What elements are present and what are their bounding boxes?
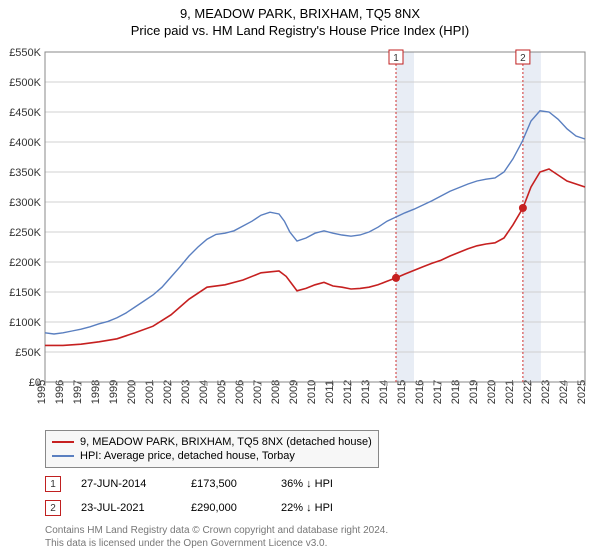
svg-text:2016: 2016: [414, 380, 426, 404]
legend-label-property: 9, MEADOW PARK, BRIXHAM, TQ5 8NX (detach…: [80, 436, 372, 448]
legend-swatch-property: [52, 441, 74, 443]
svg-text:1998: 1998: [90, 380, 102, 404]
svg-text:2014: 2014: [378, 380, 390, 404]
sale-row-1: 1 27-JUN-2014 £173,500 36% ↓ HPI: [45, 476, 585, 492]
sale-price-2: £290,000: [191, 502, 261, 514]
svg-text:£450K: £450K: [9, 107, 41, 119]
svg-text:£200K: £200K: [9, 257, 41, 269]
svg-text:2007: 2007: [252, 380, 264, 404]
svg-text:2003: 2003: [180, 380, 192, 404]
chart-subtitle: Price paid vs. HM Land Registry's House …: [0, 21, 600, 38]
sale-pct-1: 36% ↓ HPI: [281, 478, 371, 490]
chart-title: 9, MEADOW PARK, BRIXHAM, TQ5 8NX: [0, 0, 600, 21]
legend-row-property: 9, MEADOW PARK, BRIXHAM, TQ5 8NX (detach…: [52, 435, 372, 449]
svg-text:1: 1: [393, 53, 399, 64]
svg-text:2005: 2005: [216, 380, 228, 404]
svg-text:2006: 2006: [234, 380, 246, 404]
svg-text:2012: 2012: [342, 380, 354, 404]
svg-text:£150K: £150K: [9, 287, 41, 299]
svg-text:£250K: £250K: [9, 227, 41, 239]
svg-text:£550K: £550K: [9, 47, 41, 59]
svg-text:2025: 2025: [576, 380, 588, 404]
svg-text:2020: 2020: [486, 380, 498, 404]
svg-text:1997: 1997: [72, 380, 84, 404]
footnote-line-2: This data is licensed under the Open Gov…: [45, 537, 585, 550]
sale-pct-2: 22% ↓ HPI: [281, 502, 371, 514]
svg-text:£400K: £400K: [9, 137, 41, 149]
svg-text:£50K: £50K: [15, 347, 41, 359]
svg-text:2001: 2001: [144, 380, 156, 404]
sale-date-2: 23-JUL-2021: [81, 502, 171, 514]
svg-text:2024: 2024: [558, 380, 570, 404]
sale-marker-1: 1: [45, 476, 61, 492]
sale-row-2: 2 23-JUL-2021 £290,000 22% ↓ HPI: [45, 500, 585, 516]
svg-text:£350K: £350K: [9, 167, 41, 179]
svg-text:1999: 1999: [108, 380, 120, 404]
svg-text:2009: 2009: [288, 380, 300, 404]
legend-row-hpi: HPI: Average price, detached house, Torb…: [52, 449, 372, 463]
svg-text:£300K: £300K: [9, 197, 41, 209]
svg-text:2023: 2023: [540, 380, 552, 404]
svg-text:2019: 2019: [468, 380, 480, 404]
footnote-line-1: Contains HM Land Registry data © Crown c…: [45, 524, 585, 537]
svg-text:2017: 2017: [432, 380, 444, 404]
svg-text:2011: 2011: [324, 380, 336, 404]
svg-text:1995: 1995: [36, 380, 48, 404]
svg-text:2000: 2000: [126, 380, 138, 404]
chart-svg: £0£50K£100K£150K£200K£250K£300K£350K£400…: [0, 44, 600, 424]
svg-text:2021: 2021: [504, 380, 516, 404]
svg-text:2004: 2004: [198, 380, 210, 404]
legend-box: 9, MEADOW PARK, BRIXHAM, TQ5 8NX (detach…: [45, 430, 379, 468]
sale-date-1: 27-JUN-2014: [81, 478, 171, 490]
svg-text:2010: 2010: [306, 380, 318, 404]
svg-text:2013: 2013: [360, 380, 372, 404]
svg-text:2015: 2015: [396, 380, 408, 404]
legend-swatch-hpi: [52, 455, 74, 457]
svg-text:1996: 1996: [54, 380, 66, 404]
footnote: Contains HM Land Registry data © Crown c…: [45, 524, 585, 550]
sale-marker-2: 2: [45, 500, 61, 516]
svg-text:2002: 2002: [162, 380, 174, 404]
svg-text:2: 2: [520, 53, 526, 64]
chart-area: £0£50K£100K£150K£200K£250K£300K£350K£400…: [0, 44, 600, 424]
svg-text:2008: 2008: [270, 380, 282, 404]
svg-text:2018: 2018: [450, 380, 462, 404]
sale-price-1: £173,500: [191, 478, 261, 490]
svg-text:2022: 2022: [522, 380, 534, 404]
legend-label-hpi: HPI: Average price, detached house, Torb…: [80, 450, 295, 462]
legend-area: 9, MEADOW PARK, BRIXHAM, TQ5 8NX (detach…: [45, 430, 585, 550]
svg-text:£100K: £100K: [9, 317, 41, 329]
svg-text:£500K: £500K: [9, 77, 41, 89]
